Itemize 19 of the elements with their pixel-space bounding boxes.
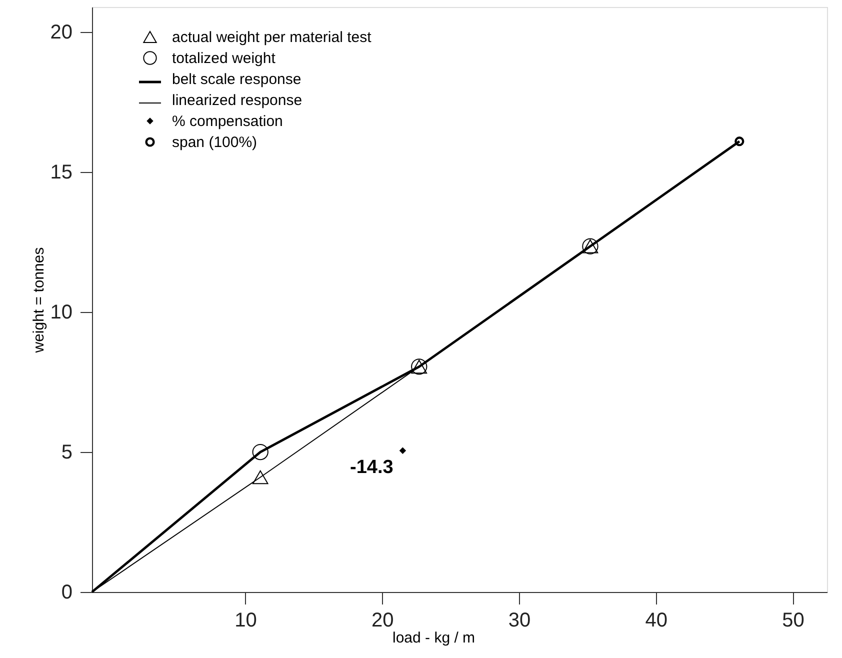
x-tick-label: 10 <box>234 610 257 632</box>
legend-label: % compensation <box>172 113 283 130</box>
x-tick-label: 30 <box>508 610 531 632</box>
y-axis-title: weight = tonnes <box>30 247 48 354</box>
x-tick-label: 50 <box>782 610 804 632</box>
x-tick-label: 20 <box>372 610 394 632</box>
y-tick-label: 10 <box>50 302 72 324</box>
y-tick-label: 15 <box>50 162 72 184</box>
legend-label: actual weight per material test <box>172 29 372 46</box>
x-axis-title: load - kg / m <box>392 630 476 646</box>
legend-label: span (100%) <box>172 134 258 151</box>
x-tick-label: 40 <box>645 610 668 632</box>
legend-label: linearized response <box>172 92 302 109</box>
y-tick-label: 20 <box>50 22 72 44</box>
annotation: -14.3 <box>350 457 394 478</box>
legend-label: totalized weight <box>172 50 276 67</box>
legend-label: belt scale response <box>172 71 302 88</box>
y-tick-label: 0 <box>61 582 72 604</box>
y-tick-label: 5 <box>61 442 72 464</box>
